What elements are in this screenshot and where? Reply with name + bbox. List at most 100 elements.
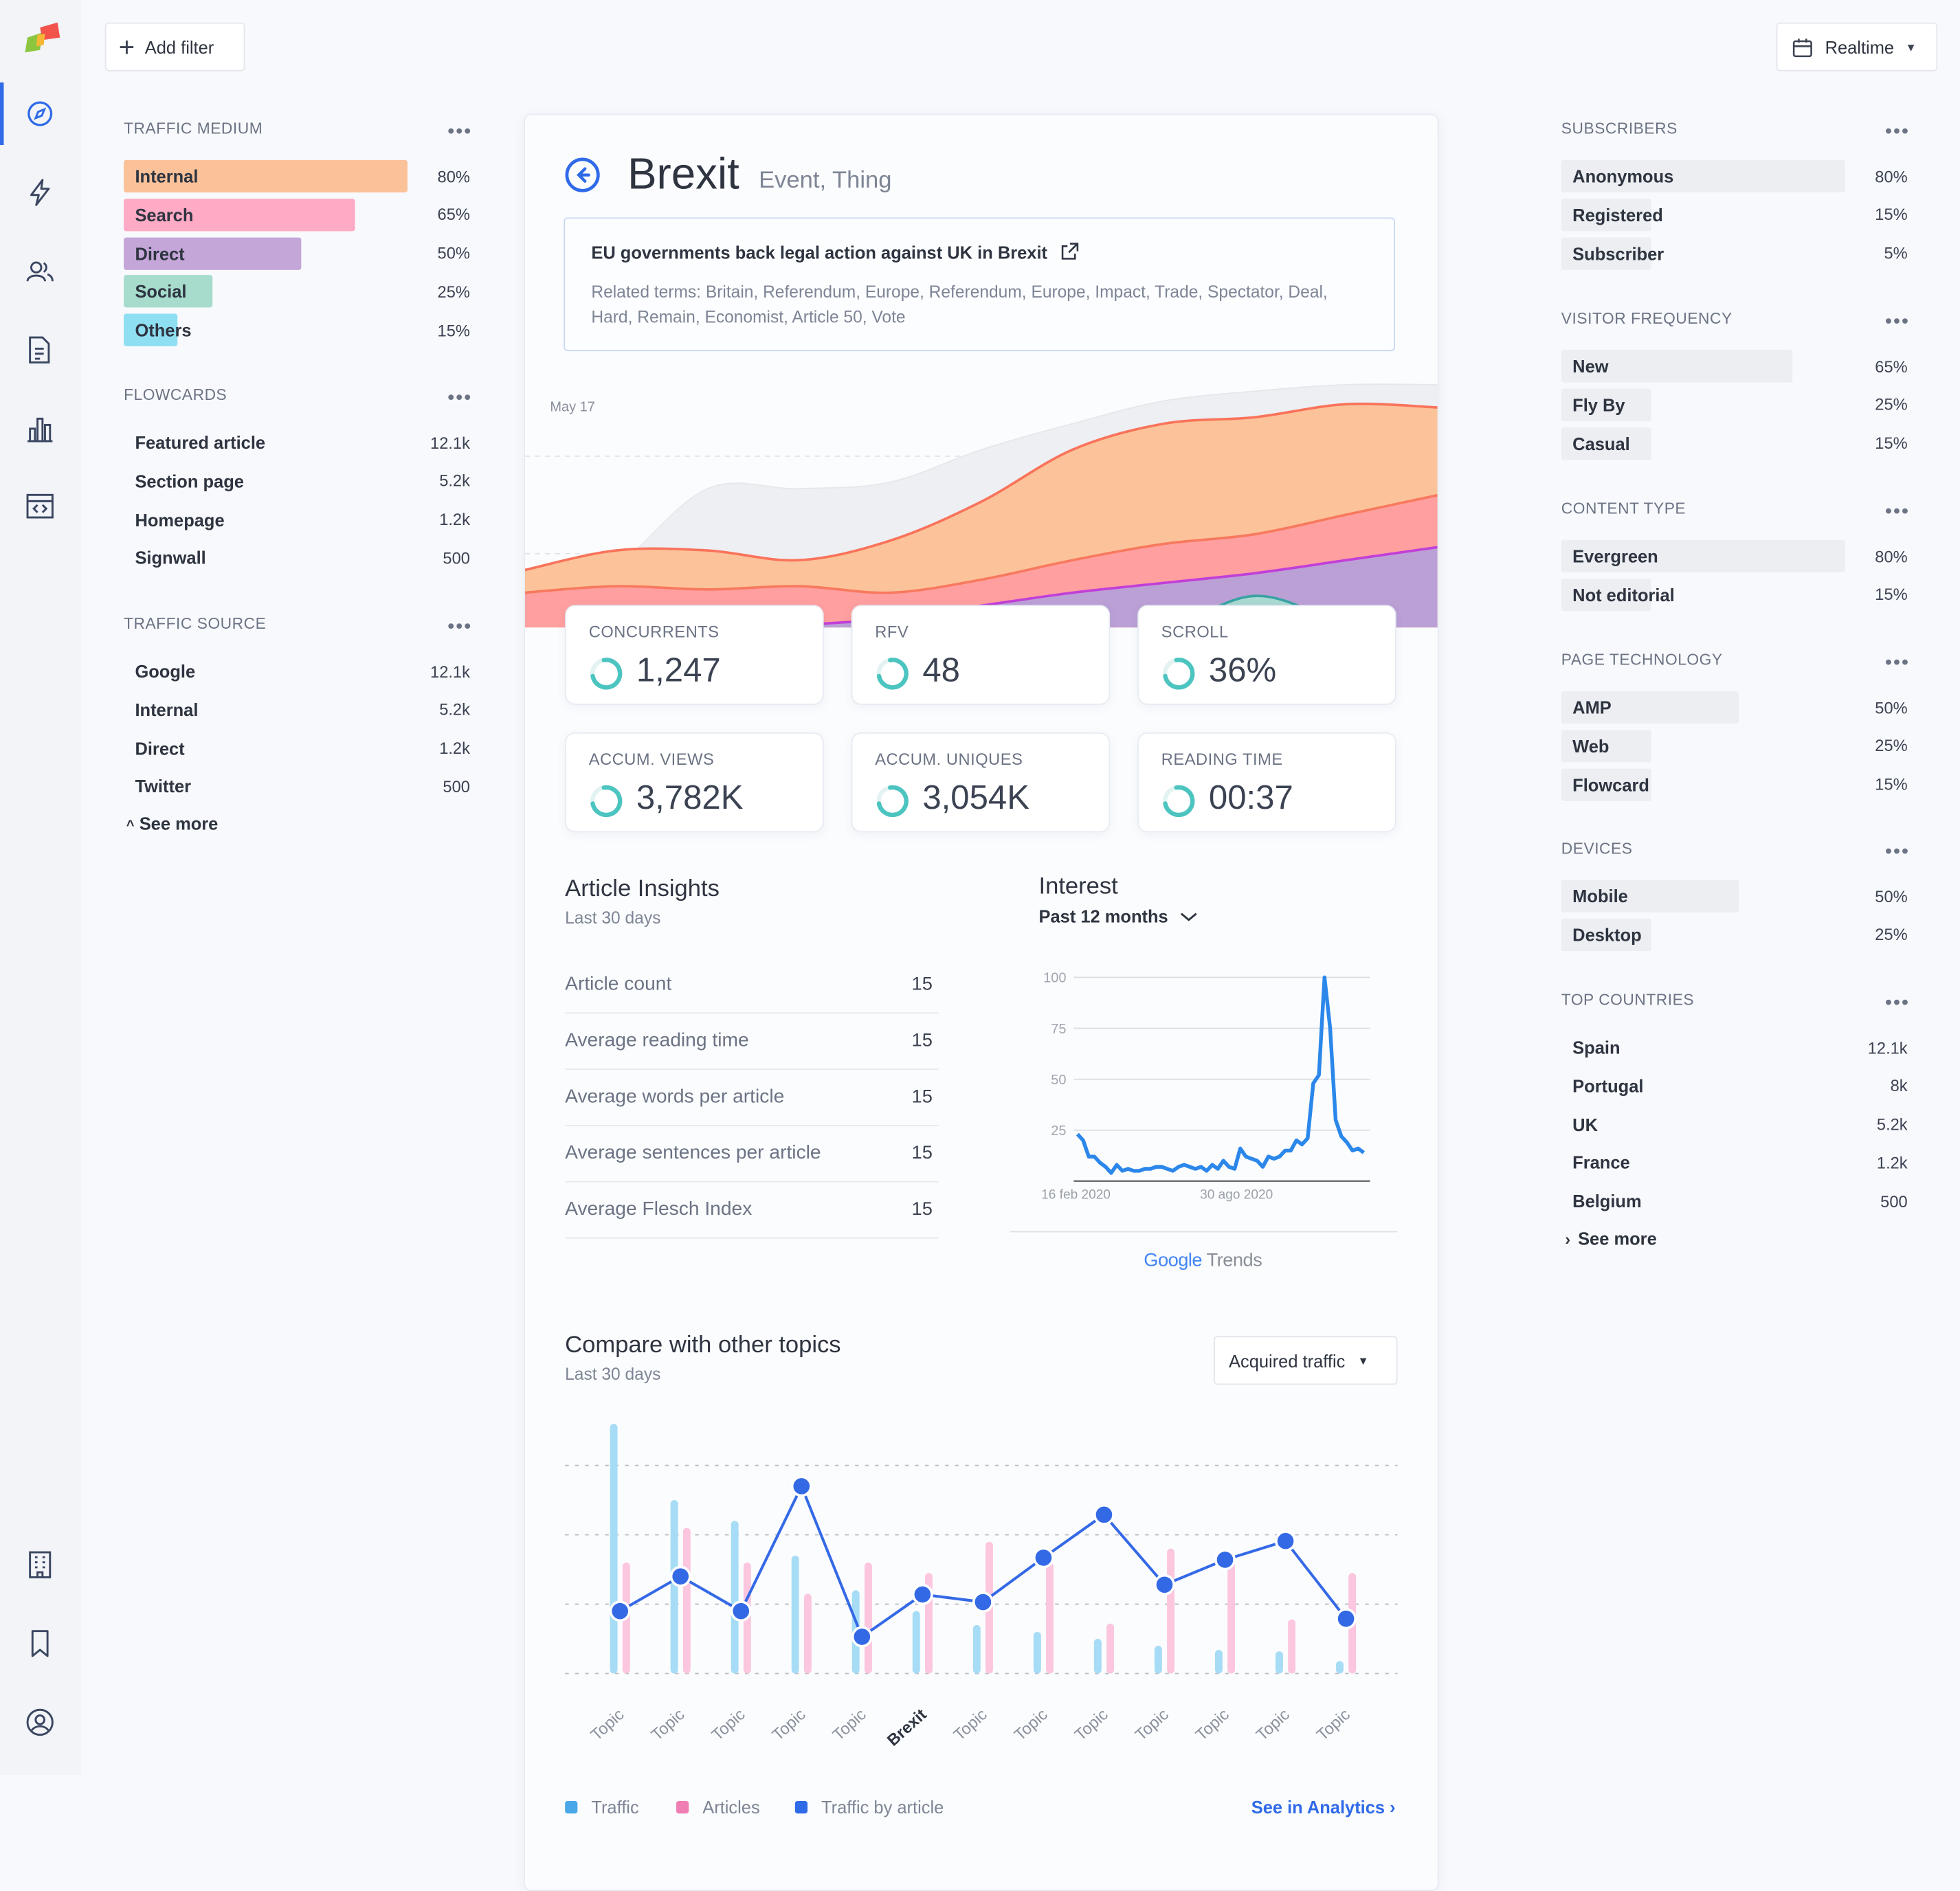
list-item[interactable]: Desktop 25% [1561,918,1908,951]
insight-row: Average words per article 15 [565,1068,939,1126]
list-item[interactable]: Direct 1.2k [124,732,469,764]
traffic-by-article-point[interactable] [851,1626,873,1648]
articles-bar[interactable] [1167,1548,1175,1674]
list-item[interactable]: France 1.2k [1561,1147,1907,1179]
back-icon[interactable] [564,156,601,194]
more-options-icon[interactable]: ••• [1884,121,1910,143]
traffic-bar[interactable] [972,1624,981,1674]
traffic-bar[interactable] [731,1521,739,1674]
list-item[interactable]: New 65% [1561,350,1908,383]
traffic-by-article-point[interactable] [609,1600,631,1622]
building-icon[interactable] [24,1549,56,1581]
list-item[interactable]: Twitter 500 [124,770,469,803]
legend-item[interactable]: Traffic [565,1798,639,1817]
list-item[interactable]: Evergreen 80% [1561,539,1908,573]
bookmark-icon[interactable] [24,1627,56,1659]
traffic-by-article-point[interactable] [1154,1574,1175,1596]
more-options-icon[interactable]: ••• [1884,501,1910,523]
list-item[interactable]: Registered 15% [1561,198,1908,232]
category-label: Topic [769,1705,810,1744]
list-item[interactable]: Homepage 1.2k [124,503,469,535]
more-options-icon[interactable]: ••• [447,616,473,638]
category-label: Topic [950,1705,991,1744]
realtime-dropdown[interactable]: Realtime ▼ [1776,22,1938,71]
traffic-by-article-point[interactable] [790,1475,812,1497]
list-item[interactable]: Section page 5.2k [124,465,469,497]
traffic-bar[interactable] [912,1611,920,1674]
traffic-bar[interactable] [610,1424,618,1674]
see-more-link[interactable]: › See more [1565,1229,1656,1249]
traffic-bar[interactable] [1214,1650,1223,1674]
interest-period-dropdown[interactable]: Past 12 months [1039,906,1199,926]
more-options-icon[interactable]: ••• [1884,841,1910,863]
list-item[interactable]: Spain 12.1k [1561,1031,1907,1064]
traffic-by-article-point[interactable] [730,1600,752,1622]
list-item[interactable]: Anonymous 80% [1561,159,1908,193]
lightning-icon[interactable] [24,176,56,208]
list-item[interactable]: Portugal 8k [1561,1070,1907,1102]
user-circle-icon[interactable] [24,1706,56,1738]
traffic-by-article-point[interactable] [911,1583,933,1605]
traffic-by-article-point[interactable] [1214,1549,1236,1571]
list-item[interactable]: Subscriber 5% [1561,236,1908,270]
list-item[interactable]: Internal 80% [124,159,470,193]
traffic-by-article-point[interactable] [1335,1608,1357,1630]
bar-chart-icon[interactable] [24,412,56,445]
more-options-icon[interactable]: ••• [1884,992,1910,1014]
articles-bar[interactable] [1046,1562,1054,1674]
traffic-by-article-point[interactable] [669,1565,691,1587]
document-icon[interactable] [24,334,56,366]
traffic-bar[interactable] [670,1500,678,1674]
traffic-bar[interactable] [1033,1631,1041,1674]
traffic-by-article-point[interactable] [972,1591,994,1613]
list-item[interactable]: Flowcard 15% [1561,768,1908,801]
headline-link[interactable]: EU governments back legal action against… [591,243,1078,262]
code-window-icon[interactable] [24,490,56,522]
traffic-bar[interactable] [1276,1651,1283,1674]
list-item[interactable]: Search 65% [124,198,470,232]
list-item[interactable]: Featured article 12.1k [124,426,469,458]
more-options-icon[interactable]: ••• [447,387,473,409]
compare-metric-dropdown[interactable]: Acquired traffic ▼ [1214,1336,1398,1385]
users-icon[interactable] [24,255,56,287]
add-filter-button[interactable]: + Add filter [104,22,245,71]
list-item[interactable]: Belgium 500 [1561,1185,1907,1218]
list-item[interactable]: Not editorial 15% [1561,578,1908,612]
list-item[interactable]: Fly By 25% [1561,388,1908,421]
see-more-link[interactable]: ^ See more [126,814,219,833]
list-item[interactable]: AMP 50% [1561,691,1908,724]
list-item[interactable]: Internal 5.2k [124,693,469,726]
articles-bar[interactable] [1288,1619,1296,1674]
list-item[interactable]: Others 15% [124,313,470,347]
articles-bar[interactable] [682,1528,691,1674]
traffic-bar[interactable] [1154,1646,1162,1674]
external-link-icon[interactable] [1060,243,1078,261]
more-options-icon[interactable]: ••• [1884,652,1910,674]
articles-bar[interactable] [864,1562,872,1674]
compass-icon[interactable] [24,98,56,130]
list-item[interactable]: Signwall 500 [124,541,469,574]
traffic-by-article-point[interactable] [1093,1503,1115,1525]
articles-bar[interactable] [1106,1623,1115,1674]
list-item[interactable]: UK 5.2k [1561,1108,1907,1141]
more-options-icon[interactable]: ••• [447,121,473,143]
see-in-analytics-link[interactable]: See in Analytics › [1251,1797,1396,1817]
traffic-bar[interactable] [1093,1639,1102,1674]
more-options-icon[interactable]: ••• [1884,311,1910,333]
traffic-by-article-point[interactable] [1032,1547,1054,1569]
list-item[interactable]: Mobile 50% [1561,880,1908,913]
list-item[interactable]: Casual 15% [1561,427,1908,460]
traffic-bar[interactable] [1336,1661,1344,1674]
category-label: Topic [648,1705,689,1744]
legend-item[interactable]: Articles [676,1798,760,1817]
list-item[interactable]: Social 25% [124,275,470,309]
articles-bar[interactable] [803,1593,812,1674]
item-value: 25% [437,282,470,302]
list-item[interactable]: Direct 50% [124,236,470,270]
list-item[interactable]: Google 12.1k [124,655,469,687]
traffic-bar[interactable] [791,1555,799,1674]
list-item[interactable]: Web 25% [1561,729,1908,763]
legend-item[interactable]: Traffic by article [794,1798,944,1817]
articles-bar[interactable] [1227,1558,1236,1674]
traffic-by-article-point[interactable] [1275,1530,1297,1552]
